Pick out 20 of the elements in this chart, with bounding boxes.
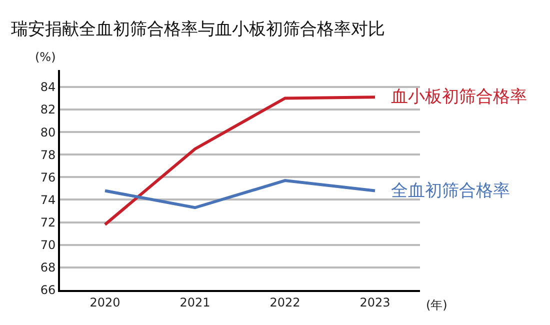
- x-axis-title: (年): [426, 298, 448, 312]
- y-tick-label: 82: [40, 102, 56, 117]
- x-tick-label: 2022: [270, 295, 300, 310]
- series-label: 血小板初筛合格率: [391, 87, 527, 107]
- y-tick-label: 70: [40, 238, 56, 252]
- y-tick-label: 78: [40, 148, 56, 162]
- x-tick-label: 2023: [360, 295, 390, 310]
- chart-title: 瑞安捐献全血初筛合格率与血小板初筛合格率对比: [11, 20, 385, 40]
- y-axis-title: (%): [35, 50, 56, 64]
- y-tick-label: 84: [40, 80, 56, 94]
- series-label: 全血初筛合格率: [391, 181, 510, 201]
- x-tick-label: 2021: [180, 295, 210, 310]
- y-tick-label: 80: [40, 125, 56, 140]
- y-tick-label: 76: [40, 170, 56, 184]
- x-tick-label: 2020: [90, 295, 120, 310]
- y-tick-label: 72: [40, 216, 56, 230]
- y-tick-label: 74: [40, 192, 56, 207]
- y-tick-label: 68: [40, 260, 56, 275]
- y-tick-label: 66: [40, 283, 56, 298]
- line-series: [104, 96, 376, 226]
